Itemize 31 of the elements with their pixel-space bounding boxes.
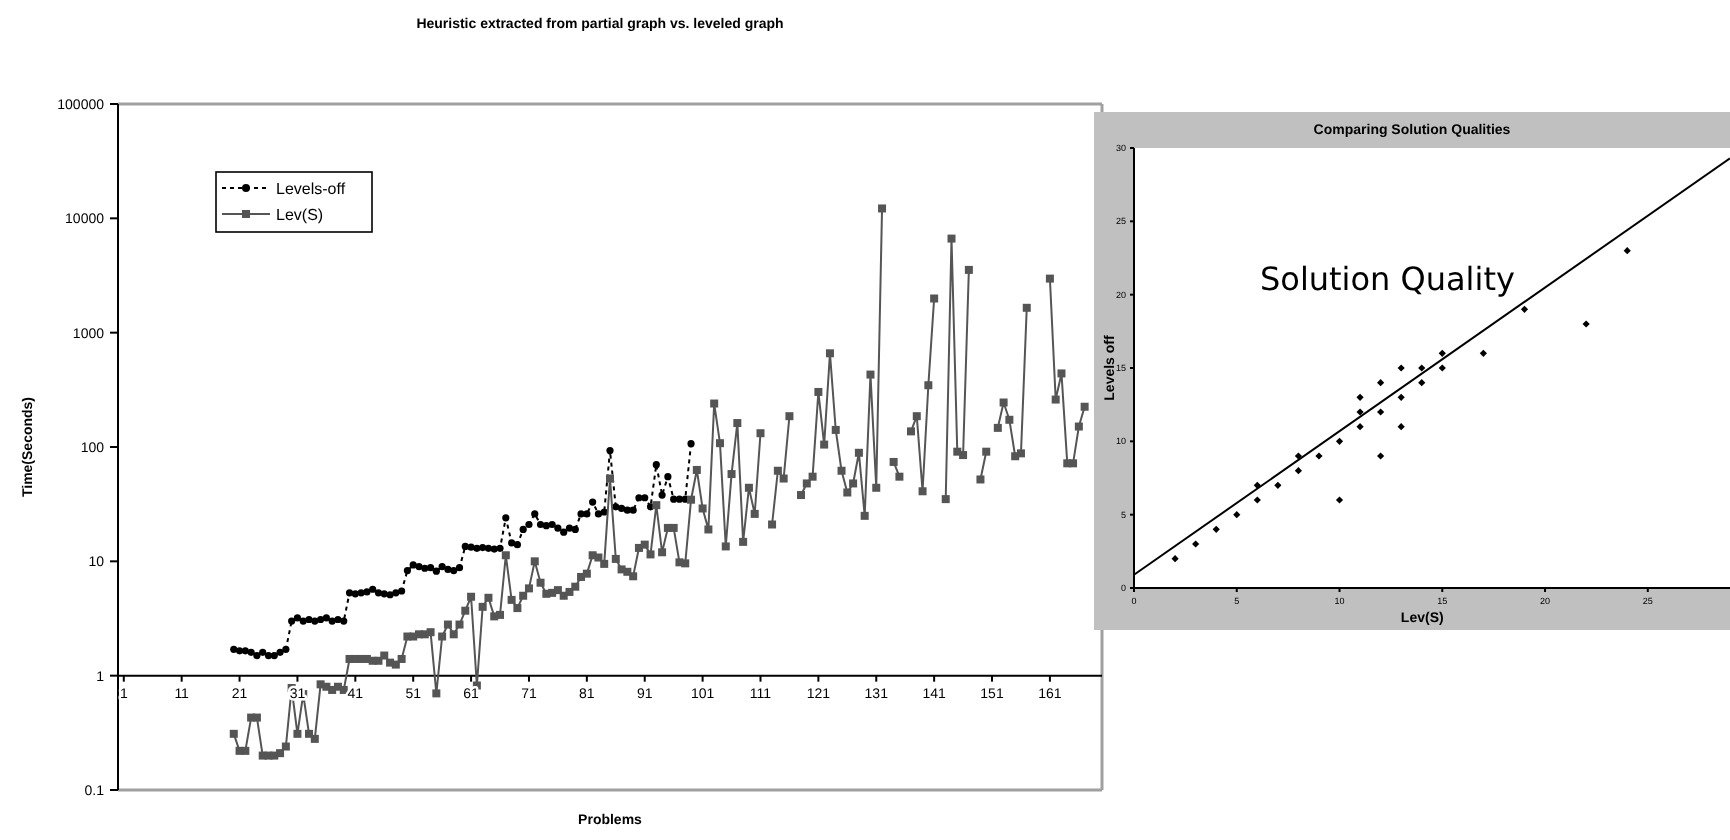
point: [1335, 437, 1344, 445]
point: [1356, 408, 1364, 416]
point: [1171, 555, 1179, 563]
legend-label: Lev(S): [276, 206, 324, 224]
point: [1418, 364, 1426, 372]
point: [1294, 452, 1303, 460]
point: [1397, 364, 1405, 372]
point: [1356, 393, 1364, 401]
point: [1377, 452, 1385, 460]
point: [1623, 247, 1631, 255]
point: [1397, 423, 1405, 431]
point: [1582, 320, 1590, 328]
point: [1397, 393, 1405, 401]
point: [1212, 525, 1220, 533]
point: [1438, 349, 1446, 357]
point: [1438, 364, 1446, 372]
point: [1377, 379, 1385, 387]
point: [1520, 305, 1529, 313]
point: [1335, 496, 1344, 504]
point: [1294, 467, 1303, 475]
point: [1479, 349, 1487, 357]
point: [1418, 379, 1426, 387]
point: [1192, 540, 1200, 548]
point: [1377, 408, 1385, 416]
point: [1233, 511, 1241, 519]
annotation: Solution Quality: [1260, 260, 1515, 298]
point: [1315, 452, 1323, 460]
point: [1253, 496, 1261, 504]
point: [1274, 481, 1282, 489]
point: [1356, 423, 1364, 431]
legend-label: Levels-off: [276, 180, 347, 198]
